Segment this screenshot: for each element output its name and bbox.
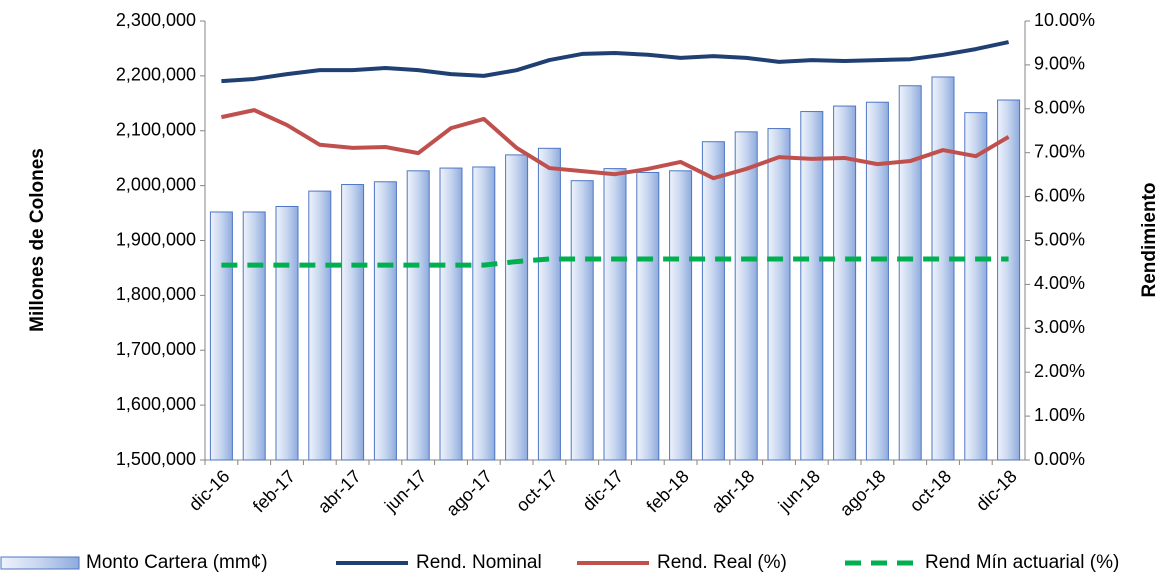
y2-tick-label: 1.00% [1034, 405, 1085, 425]
bar [767, 128, 791, 461]
y2-tick-label: 7.00% [1034, 141, 1085, 161]
x-tick-label: abr-18 [707, 466, 758, 517]
line [221, 40, 1010, 84]
bar [472, 166, 496, 461]
y2-tick-label: 9.00% [1034, 54, 1085, 74]
legend-label: Rend Mín actuarial (%) [925, 552, 1119, 573]
bar [931, 76, 955, 461]
y2-tick-label: 8.00% [1034, 98, 1085, 118]
y2-tick-label: 2.00% [1034, 361, 1085, 381]
y2-tick-label: 10.00% [1034, 10, 1095, 30]
y-tick-label: 2,200,000 [116, 65, 196, 85]
y2-tick-label: 3.00% [1034, 317, 1085, 337]
y-tick-label: 2,300,000 [116, 10, 196, 30]
x-tick-label: dic-17 [578, 466, 627, 515]
bar [406, 170, 430, 461]
bar [833, 105, 857, 461]
bar [865, 101, 889, 461]
bar [898, 85, 922, 461]
y-tick-label: 1,500,000 [116, 449, 196, 469]
bar [997, 99, 1021, 461]
y2-tick-label: 4.00% [1034, 273, 1085, 293]
y-tick-label: 1,800,000 [116, 284, 196, 304]
bar [636, 171, 660, 461]
x-tick-label: ago-18 [836, 466, 890, 520]
bar [734, 131, 758, 461]
x-tick-label: oct-17 [512, 466, 562, 516]
legend-label: Rend. Nominal [416, 552, 542, 573]
bar [439, 167, 463, 461]
x-tick-label: feb-18 [643, 466, 693, 516]
x-tick-label: jun-17 [380, 466, 430, 516]
x-tick-label: dic-16 [185, 466, 234, 515]
bar [209, 211, 233, 461]
y-axis-title: Millones de Colones [27, 148, 48, 332]
legend-label: Monto Cartera (mm¢) [86, 552, 268, 573]
x-tick-label: ago-17 [442, 466, 496, 520]
line [220, 108, 1010, 181]
bar [275, 205, 299, 461]
y2-tick-label: 6.00% [1034, 185, 1085, 205]
y-tick-label: 1,600,000 [116, 394, 196, 414]
y-tick-label: 2,100,000 [116, 120, 196, 140]
legend-swatch [0, 556, 80, 570]
y-tick-label: 1,900,000 [116, 229, 196, 249]
bar [373, 181, 397, 461]
bar [964, 112, 988, 461]
bar [669, 170, 693, 461]
x-tick-label: dic-18 [972, 466, 1021, 515]
bar [603, 168, 627, 461]
y2-axis-title: Rendimiento [1139, 182, 1160, 297]
bar [570, 180, 594, 461]
bar [800, 111, 824, 461]
bar [341, 184, 365, 461]
x-tick-label: oct-18 [906, 466, 956, 516]
y-tick-label: 1,700,000 [116, 339, 196, 359]
y2-tick-label: 5.00% [1034, 229, 1085, 249]
dashed-line [221, 256, 1009, 268]
legend-label: Rend. Real (%) [657, 552, 787, 573]
bar [242, 211, 266, 461]
bar [537, 147, 561, 461]
x-tick-label: jun-18 [774, 466, 824, 516]
x-tick-label: abr-17 [314, 466, 365, 517]
bar [701, 141, 725, 461]
y-tick-label: 2,000,000 [116, 174, 196, 194]
bar [308, 190, 332, 461]
x-tick-label: feb-17 [249, 466, 299, 516]
bar [505, 154, 529, 461]
y2-tick-label: 0.00% [1034, 449, 1085, 469]
